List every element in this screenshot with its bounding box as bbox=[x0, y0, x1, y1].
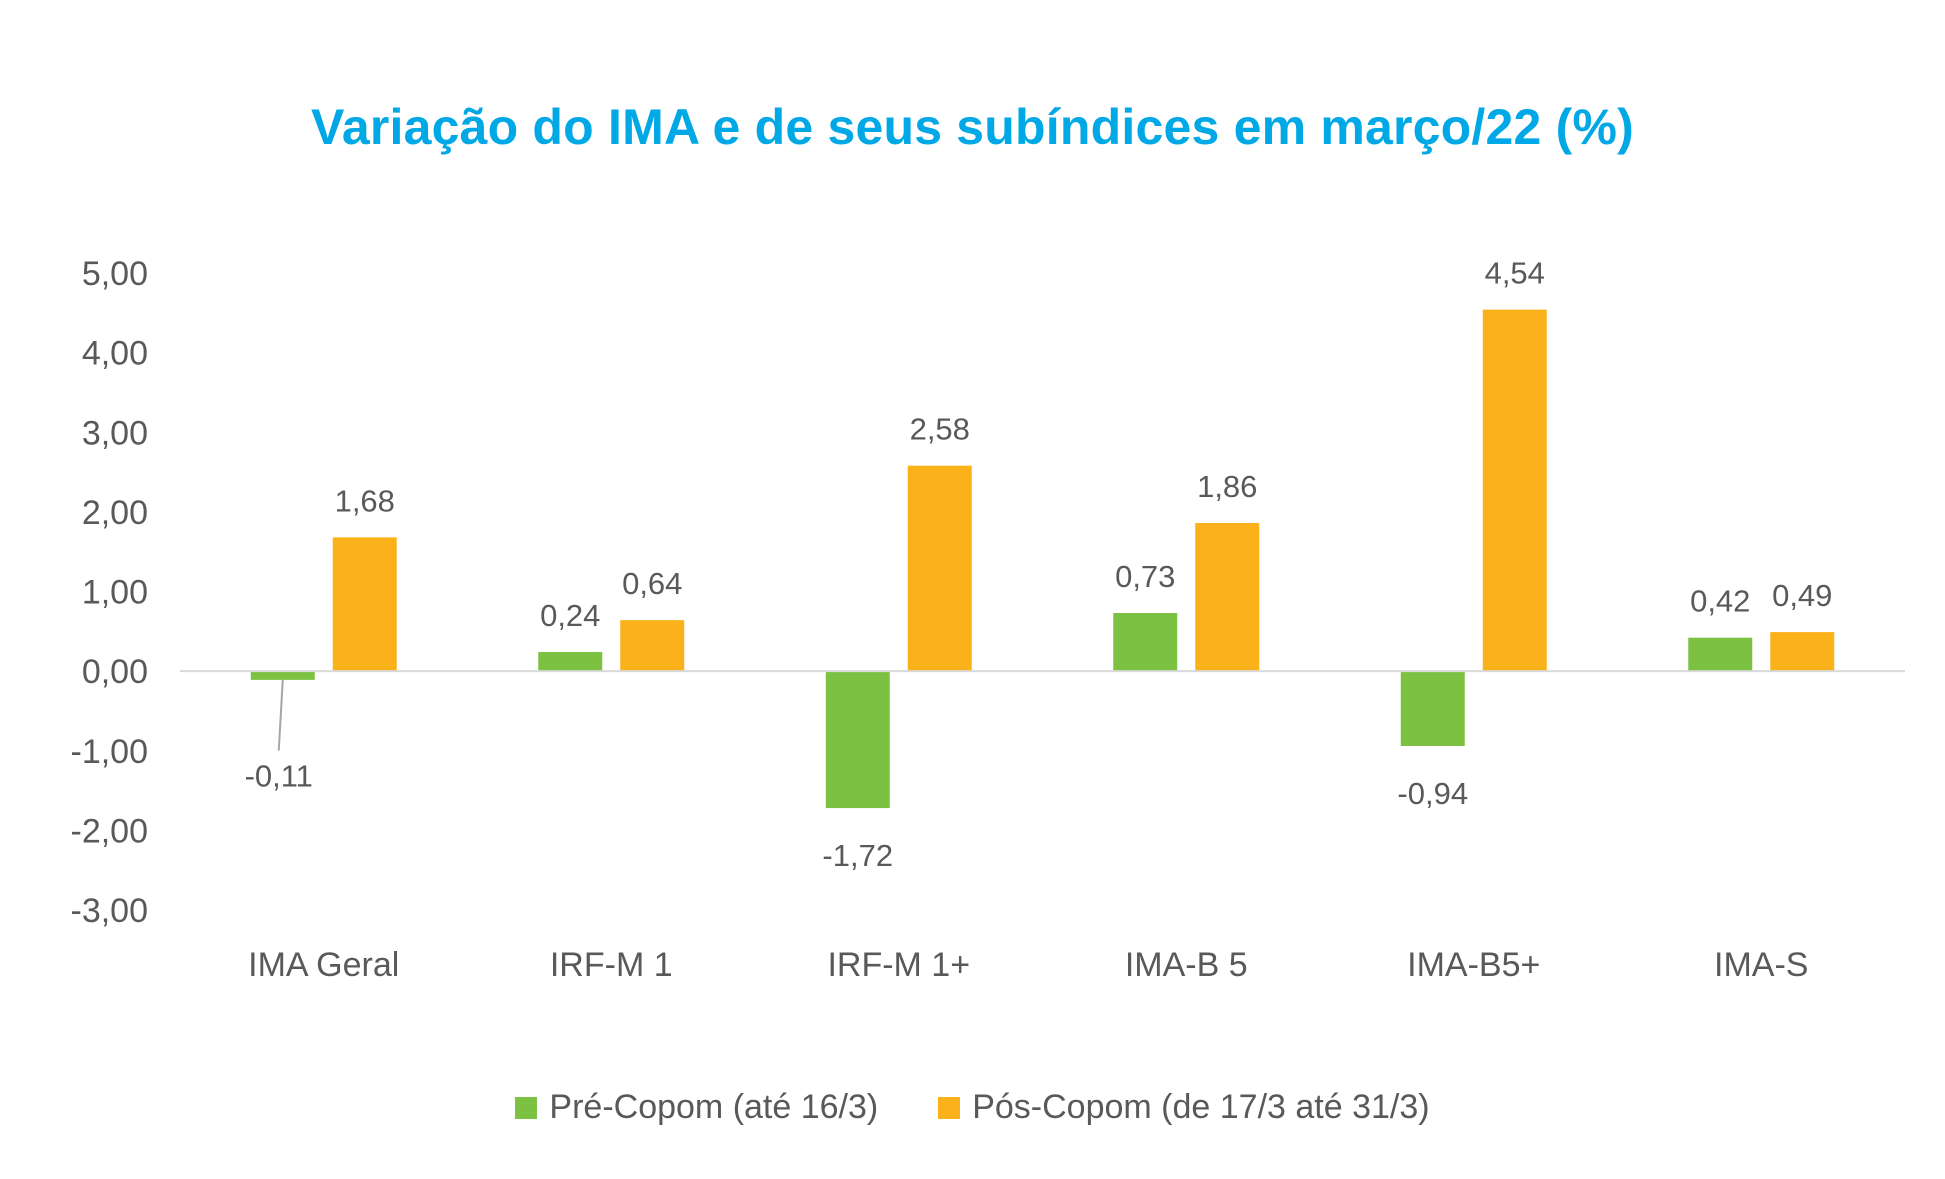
legend-swatch-pos bbox=[938, 1096, 961, 1119]
bar-pos-copom bbox=[1770, 632, 1835, 672]
y-tick-label: 4,00 bbox=[82, 335, 148, 373]
bar-pre-copom bbox=[1688, 637, 1753, 672]
data-label: 1,86 bbox=[1197, 469, 1257, 504]
y-tick-label: -3,00 bbox=[71, 892, 149, 930]
bar-pre-copom bbox=[1400, 671, 1465, 746]
data-label: 0,24 bbox=[540, 598, 600, 633]
legend: Pré-Copom (até 16/3) Pós-Copom (de 17/3 … bbox=[0, 1088, 1945, 1127]
bar-pos-copom bbox=[620, 620, 685, 672]
bar-pos-copom bbox=[1482, 309, 1547, 672]
y-tick-label: -2,00 bbox=[71, 812, 149, 850]
bar-pre-copom bbox=[538, 652, 603, 672]
legend-label-pre: Pré-Copom (até 16/3) bbox=[549, 1088, 879, 1126]
data-label: -0,11 bbox=[245, 759, 313, 794]
bar-pos-copom bbox=[1195, 523, 1260, 672]
x-tick-label: IMA Geral bbox=[248, 946, 399, 984]
data-label: 4,54 bbox=[1485, 256, 1545, 291]
x-tick-label: IMA-B5+ bbox=[1407, 946, 1540, 984]
y-tick-label: 3,00 bbox=[82, 414, 148, 452]
bar-pre-copom bbox=[250, 671, 315, 680]
y-axis: 5,00 4,00 3,00 2,00 1,00 0,00 -1,00 -2,00 -3,00 bbox=[71, 255, 149, 930]
y-tick-label: -1,00 bbox=[71, 733, 149, 771]
x-axis: IMA Geral IRF-M 1 IRF-M 1+ IMA-B 5 IMA-B5+ IM… bbox=[248, 946, 1808, 984]
legend-item-pos: Pós-Copom (de 17/3 até 31/3) bbox=[938, 1088, 1430, 1127]
data-label: 1,68 bbox=[335, 483, 395, 518]
data-label: 0,42 bbox=[1690, 584, 1750, 619]
data-label: 0,64 bbox=[622, 566, 682, 601]
y-tick-label: 0,00 bbox=[82, 653, 148, 691]
x-tick-label: IRF-M 1+ bbox=[827, 946, 970, 984]
bars bbox=[250, 309, 1835, 809]
bar-pre-copom bbox=[1113, 612, 1178, 672]
x-tick-label: IRF-M 1 bbox=[550, 946, 673, 984]
data-label: -1,72 bbox=[822, 838, 893, 873]
data-label: 2,58 bbox=[910, 412, 970, 447]
bar-pre-copom bbox=[825, 671, 890, 809]
y-tick-label: 5,00 bbox=[82, 255, 148, 293]
x-tick-label: IMA-B 5 bbox=[1125, 946, 1248, 984]
chart-title: Variação do IMA e de seus subíndices em … bbox=[311, 99, 1634, 155]
legend-item-pre: Pré-Copom (até 16/3) bbox=[515, 1088, 878, 1127]
y-tick-label: 2,00 bbox=[82, 494, 148, 532]
legend-swatch-pre bbox=[515, 1096, 538, 1119]
y-tick-label: 1,00 bbox=[82, 574, 148, 612]
legend-label-pos: Pós-Copom (de 17/3 até 31/3) bbox=[972, 1088, 1430, 1126]
bar-pos-copom bbox=[332, 537, 397, 672]
x-tick-label: IMA-S bbox=[1714, 946, 1808, 984]
data-label: 0,73 bbox=[1115, 559, 1175, 594]
data-label: 0,49 bbox=[1772, 578, 1832, 613]
data-label: -0,94 bbox=[1397, 776, 1468, 811]
data-labels: -0,11 1,68 0,24 0,64 -1,72 2,58 0,73 1,86 -0,94 4… bbox=[245, 256, 1833, 873]
bar-pos-copom bbox=[907, 465, 972, 672]
data-label-leader-line bbox=[277, 679, 284, 751]
